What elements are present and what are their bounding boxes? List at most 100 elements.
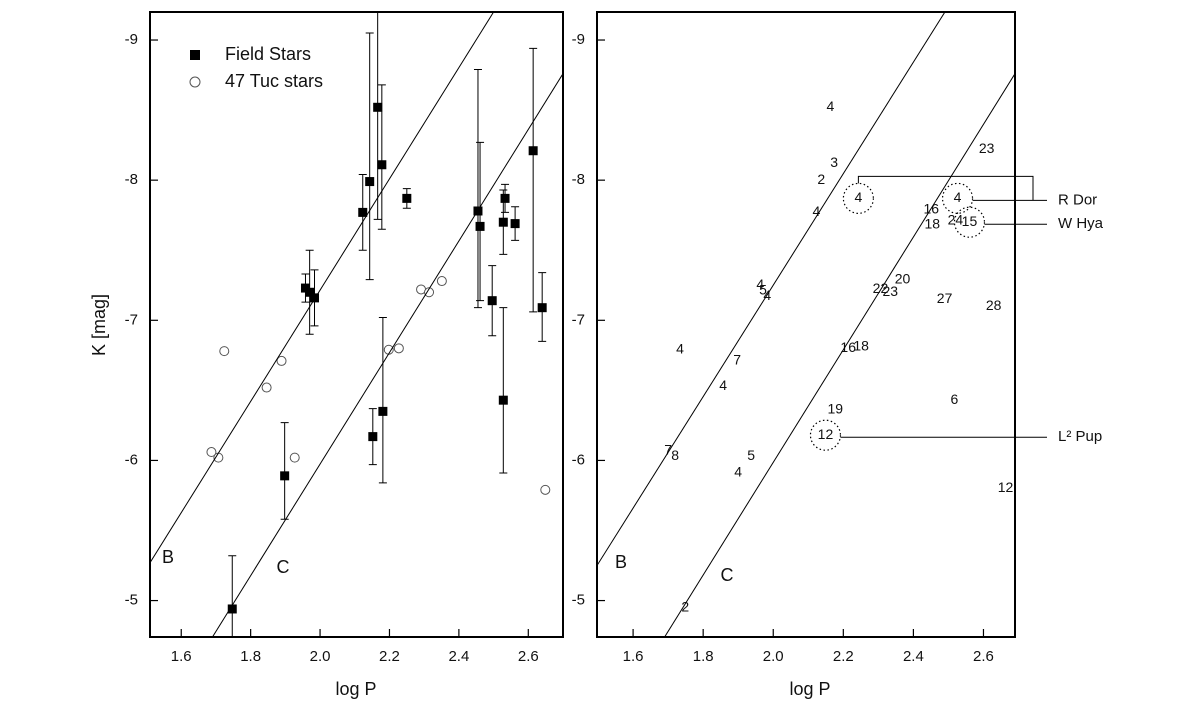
y-tick-label: -9 <box>125 31 138 48</box>
fit-line <box>150 12 495 563</box>
x-tick-label: 2.0 <box>310 648 331 665</box>
field-star <box>373 102 383 112</box>
cluster-star <box>393 343 404 354</box>
field-star <box>498 217 508 227</box>
x-tick-label: 2.4 <box>903 648 924 665</box>
x-axis-title: log P <box>335 679 376 699</box>
cluster-star <box>261 382 272 393</box>
period-label: 12 <box>998 479 1014 495</box>
period-label: 15 <box>962 213 978 229</box>
field-star <box>310 293 320 303</box>
cluster-star <box>436 276 447 287</box>
line-label: C <box>721 565 734 585</box>
period-label: 12 <box>818 426 834 442</box>
legend-label: 47 Tuc stars <box>225 71 323 91</box>
legend-label: Field Stars <box>225 44 311 64</box>
y-tick-label: -8 <box>572 171 585 188</box>
period-label: 4 <box>734 464 742 480</box>
period-label: 27 <box>937 290 953 306</box>
highlight-circle <box>809 419 842 451</box>
field-star <box>358 207 368 217</box>
cluster-star <box>289 452 300 463</box>
error-bar <box>476 141 485 302</box>
period-label: 7 <box>664 441 672 457</box>
x-tick-label: 1.8 <box>240 648 261 665</box>
field-star <box>498 395 508 405</box>
x-tick-label: 2.6 <box>973 648 994 665</box>
period-label: 6 <box>950 391 958 407</box>
field-star <box>280 471 290 481</box>
period-label: 4 <box>826 98 834 114</box>
plot-area <box>150 12 563 637</box>
cluster-star <box>219 346 230 357</box>
annotation-leader <box>857 175 1047 201</box>
x-tick-label: 2.2 <box>379 648 400 665</box>
cluster-star <box>424 287 435 298</box>
field-star <box>510 219 520 229</box>
annotation-label: W Hya <box>1058 215 1104 232</box>
cluster-star <box>276 355 287 366</box>
y-tick-label: -7 <box>125 311 138 328</box>
period-label: 18 <box>853 338 869 354</box>
error-bar <box>473 68 482 309</box>
period-label: 5 <box>759 282 767 298</box>
cluster-star <box>206 447 217 458</box>
annotation-label: R Dor <box>1058 191 1097 208</box>
y-axis-title: K [mag] <box>89 294 109 356</box>
field-star <box>368 432 378 442</box>
x-tick-label: 1.6 <box>171 648 192 665</box>
cluster-star <box>540 484 551 495</box>
x-tick-label: 2.0 <box>763 648 784 665</box>
x-axis-title: log P <box>789 679 830 699</box>
y-tick-label: -6 <box>125 451 138 468</box>
y-tick-label: -6 <box>572 451 585 468</box>
field-star <box>377 160 387 170</box>
period-label: 23 <box>979 140 995 156</box>
period-label: 19 <box>827 401 843 417</box>
legend-marker <box>189 76 201 88</box>
period-label: 7 <box>733 352 741 368</box>
field-star <box>475 221 485 231</box>
period-label: 5 <box>747 447 755 463</box>
line-label: B <box>615 552 627 572</box>
error-bar <box>378 316 387 484</box>
period-label: 20 <box>895 270 911 286</box>
field-star <box>537 303 547 313</box>
field-star <box>365 177 375 187</box>
period-label: 2 <box>817 171 825 187</box>
period-label: 4 <box>756 276 764 292</box>
period-label: 4 <box>719 377 727 393</box>
period-label: 4 <box>854 189 862 205</box>
period-label: 8 <box>671 447 679 463</box>
field-star <box>378 406 388 416</box>
x-tick-label: 1.8 <box>693 648 714 665</box>
period-label: 2 <box>681 598 689 614</box>
period-label: 23 <box>882 283 898 299</box>
y-tick-label: -7 <box>572 311 585 328</box>
legend-marker <box>190 50 200 60</box>
period-label: 4 <box>954 189 962 205</box>
line-label: B <box>162 547 174 567</box>
y-tick-label: -5 <box>572 592 585 609</box>
y-tick-label: -5 <box>125 592 138 609</box>
error-bar <box>365 32 374 281</box>
period-label: 4 <box>812 203 820 219</box>
period-label: 18 <box>925 216 941 232</box>
error-bar <box>529 47 538 313</box>
field-star <box>528 146 538 156</box>
period-label: 3 <box>830 154 838 170</box>
y-tick-label: -8 <box>125 171 138 188</box>
error-bar <box>280 422 289 520</box>
period-label: 4 <box>676 340 684 356</box>
field-star <box>227 604 237 614</box>
x-tick-label: 2.4 <box>448 648 469 665</box>
highlight-circle <box>953 206 986 238</box>
fit-line <box>212 73 563 637</box>
highlight-circle <box>941 182 974 214</box>
period-label: 28 <box>986 297 1002 313</box>
x-tick-label: 2.2 <box>833 648 854 665</box>
y-tick-label: -9 <box>572 31 585 48</box>
field-star <box>305 287 315 297</box>
